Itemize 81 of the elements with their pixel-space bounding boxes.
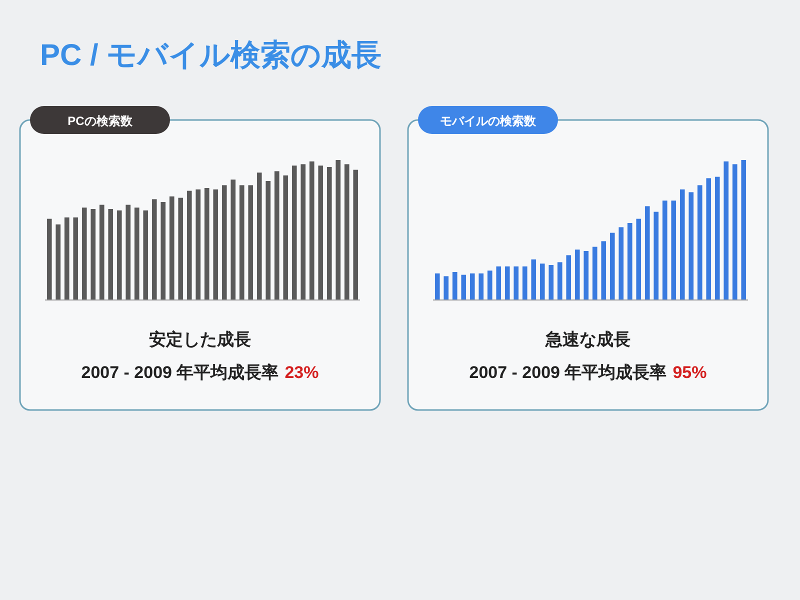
bar — [213, 189, 218, 300]
chart-title: PC / モバイル検索の成長 — [40, 39, 382, 72]
bar — [531, 259, 536, 300]
bar — [160, 202, 166, 300]
bar — [618, 227, 624, 300]
bar — [266, 181, 271, 300]
bar — [344, 164, 350, 300]
bar — [64, 217, 70, 300]
bar — [143, 210, 148, 300]
text: 23% — [284, 363, 319, 382]
bar — [574, 250, 580, 300]
chart-subtitle: モバイルの検索数 — [440, 114, 537, 128]
bar — [152, 199, 157, 300]
bar — [353, 170, 358, 300]
bar — [714, 176, 720, 300]
bar — [116, 210, 122, 300]
bar — [644, 206, 650, 300]
bar — [741, 160, 746, 300]
bar — [627, 223, 632, 300]
bar — [90, 209, 96, 300]
bar — [540, 264, 545, 300]
bar — [99, 204, 104, 300]
bar — [496, 266, 502, 300]
bar — [239, 185, 244, 300]
bar — [522, 266, 528, 300]
bar — [300, 164, 306, 300]
text: 2007 - 2009 年平均成長率 — [469, 363, 667, 382]
bar — [46, 218, 52, 300]
bar — [706, 178, 712, 300]
bar — [292, 166, 297, 300]
bar — [134, 208, 140, 300]
bar — [601, 241, 606, 300]
bar — [732, 164, 738, 300]
bar — [434, 273, 440, 300]
bar — [487, 270, 492, 300]
bar — [204, 188, 210, 300]
bar — [274, 171, 280, 300]
bar — [504, 266, 510, 300]
bar — [654, 212, 659, 300]
bar — [584, 251, 589, 300]
bar — [452, 272, 458, 300]
bar — [688, 192, 694, 300]
bar — [196, 189, 201, 300]
bar — [671, 200, 676, 300]
bar — [444, 276, 449, 300]
bar — [169, 196, 174, 300]
bar — [636, 218, 642, 300]
bar — [82, 208, 87, 300]
bar — [230, 180, 236, 300]
text: 2007 - 2009 年平均成長率 — [81, 363, 279, 382]
text: 安定した成長 — [149, 330, 251, 349]
bar — [56, 224, 61, 300]
bar — [73, 217, 78, 300]
bar — [336, 160, 341, 300]
bar — [108, 209, 114, 300]
bar — [222, 185, 227, 300]
bar — [592, 246, 598, 300]
bar — [126, 204, 131, 300]
bar — [697, 185, 702, 300]
text: 95% — [672, 363, 707, 382]
bar — [326, 167, 332, 300]
bar — [318, 166, 324, 300]
bar — [178, 198, 184, 300]
bar — [248, 185, 254, 300]
bar — [283, 175, 288, 300]
bar — [461, 274, 466, 300]
bar — [256, 172, 262, 300]
bar — [548, 265, 554, 300]
chart-subtitle: PCの検索数 — [68, 114, 134, 128]
bar — [186, 190, 192, 300]
bar — [309, 161, 314, 300]
bar — [478, 273, 484, 300]
text: 急速な成長 — [544, 330, 630, 349]
bar — [566, 255, 572, 300]
bar — [470, 273, 475, 300]
bar — [557, 262, 562, 300]
bar — [724, 161, 729, 300]
bar — [662, 200, 668, 300]
bar — [514, 266, 519, 300]
bar — [680, 189, 685, 300]
bar — [610, 232, 615, 300]
